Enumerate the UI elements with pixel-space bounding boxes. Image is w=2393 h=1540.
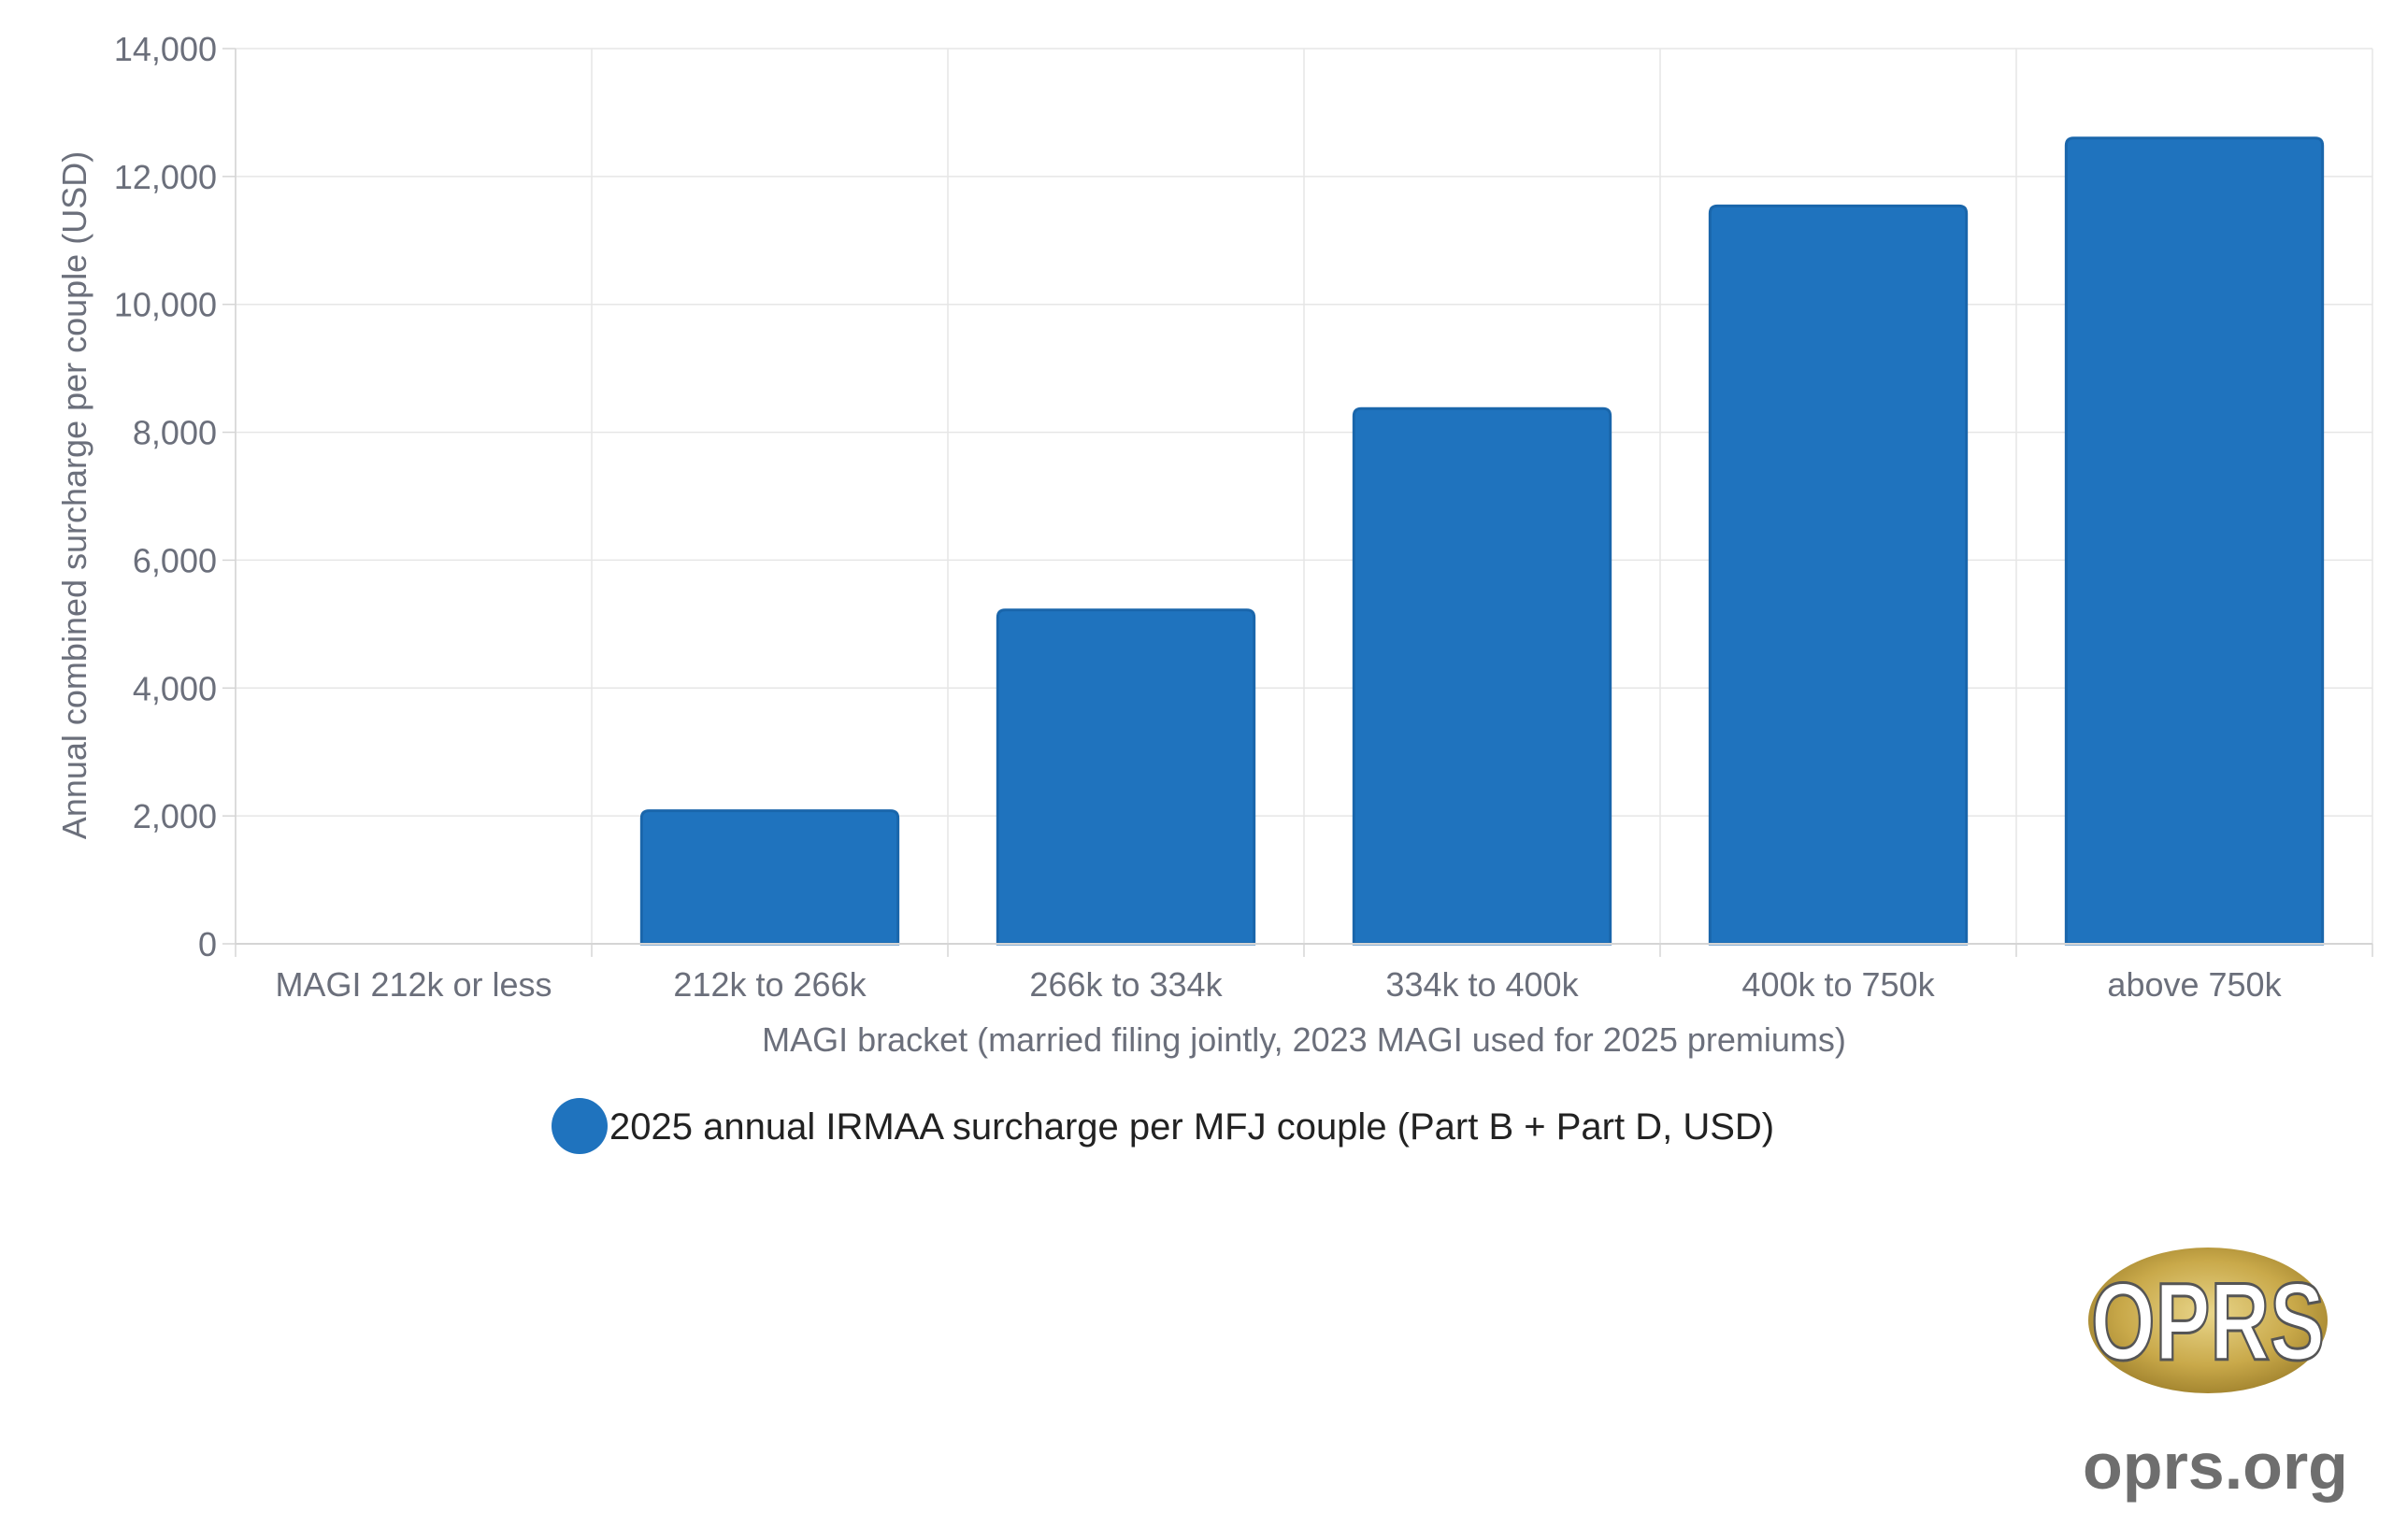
x-tick-label: 334k to 400k	[1385, 965, 1579, 1004]
legend: 2025 annual IRMAA surcharge per MFJ coup…	[552, 1098, 1774, 1154]
bar	[1708, 204, 1969, 946]
x-tick-label: above 750k	[2107, 965, 2282, 1004]
y-tick-label: 2,000	[133, 797, 217, 835]
legend-label: 2025 annual IRMAA surcharge per MFJ coup…	[609, 1106, 1774, 1148]
x-axis-ticks: MAGI 212k or less 212k to 266k 266k to 334…	[235, 944, 2373, 1004]
y-tick-label: 8,000	[133, 414, 217, 452]
y-tick-label: 12,000	[114, 158, 217, 196]
x-tick-label: MAGI 212k or less	[275, 965, 552, 1004]
logo-badge-icon	[2088, 1248, 2328, 1393]
bar	[996, 608, 1256, 946]
bar	[2064, 136, 2325, 946]
y-tick-label: 10,000	[114, 286, 217, 324]
bar	[1352, 406, 1612, 946]
legend-swatch	[552, 1098, 608, 1154]
y-tick-label: 0	[198, 925, 217, 963]
y-tick-label: 4,000	[133, 669, 217, 707]
logo-mark: OPRS	[2091, 1261, 2325, 1384]
x-axis-title: MAGI bracket (married filing jointly, 20…	[762, 1020, 1846, 1059]
logo-url: oprs.org	[2083, 1430, 2348, 1503]
y-tick-label: 6,000	[133, 541, 217, 579]
y-tick-label: 14,000	[114, 30, 217, 68]
y-axis-ticks: 0 2,000 4,000 6,000 8,000 10,000 12,000 14,000	[114, 30, 236, 963]
grid	[235, 48, 2373, 945]
x-tick-label: 212k to 266k	[673, 965, 867, 1004]
bars	[639, 136, 2325, 946]
oprs-logo: OPRS oprs.org	[2083, 1248, 2348, 1503]
bar	[639, 809, 900, 946]
y-axis-title: Annual combined surcharge per couple (US…	[55, 151, 93, 839]
x-tick-label: 266k to 334k	[1029, 965, 1223, 1004]
x-tick-label: 400k to 750k	[1741, 965, 1935, 1004]
